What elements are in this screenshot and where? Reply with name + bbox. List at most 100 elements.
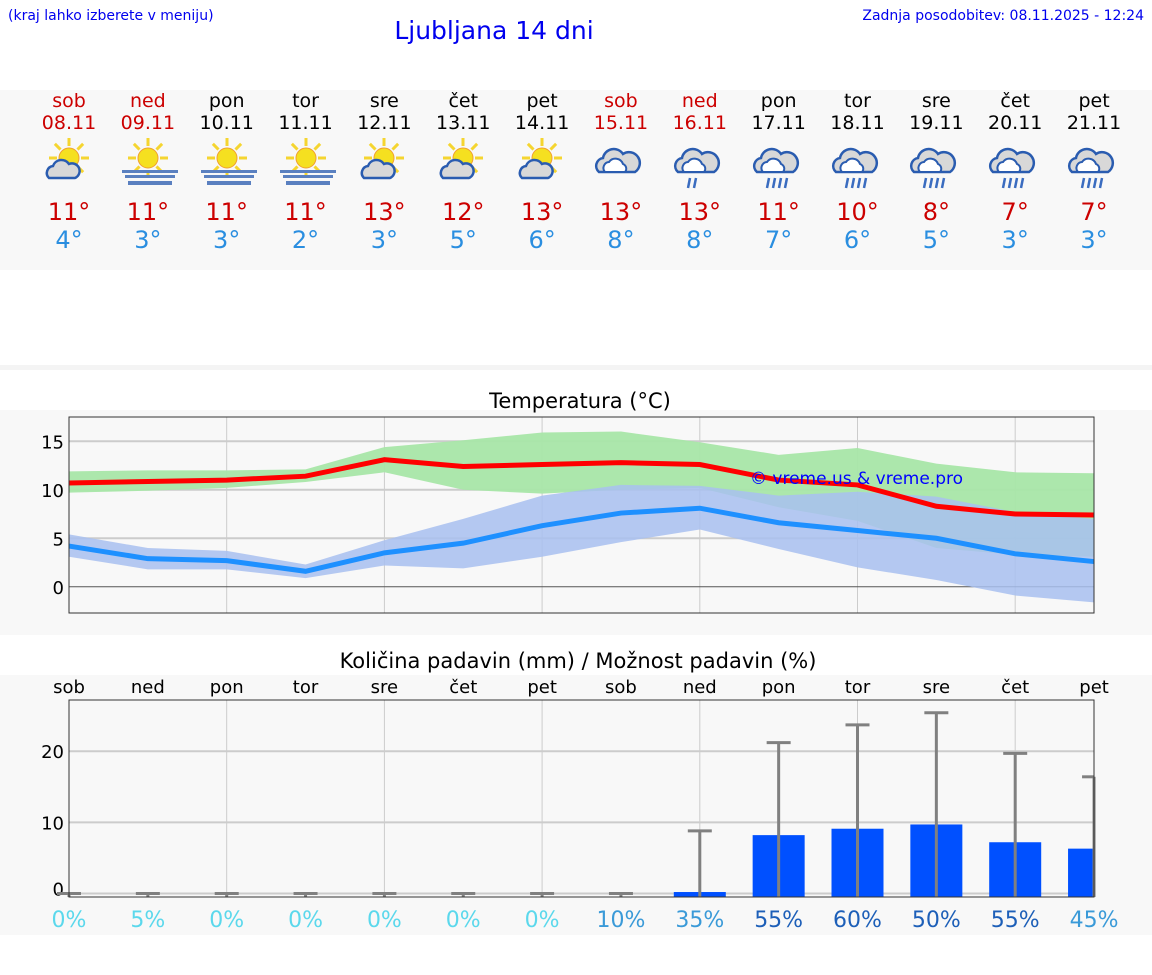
rain-icon [896,136,976,196]
partly-cloudy-icon [29,136,109,196]
chart-background [0,675,1152,935]
partly-cloudy-icon [344,136,424,196]
max-temp: 7° [1001,198,1029,226]
min-temp: 6° [528,226,556,254]
day-label: tor [845,677,871,698]
min-temp: 8° [607,226,635,254]
daily-forecast-strip: sob 08.11 11° 4° ned 09.11 11° 3° pon 10.1… [0,90,1152,270]
day-label: pon [762,677,796,698]
max-temp: 13° [678,198,722,226]
min-temp: 3° [213,226,241,254]
y-tick-label: 0 [53,578,64,599]
day-name: pet [1078,90,1110,112]
precip-bar [1068,848,1094,897]
chart-title: Količina padavin (mm) / Možnost padavin … [340,649,817,673]
day-forecast: sre 12.11 13° 3° [344,90,424,254]
day-name: sob [52,90,86,112]
min-temp: 4° [55,226,83,254]
min-temp: 5° [449,226,477,254]
day-name: ned [681,90,718,112]
max-temp: 7° [1080,198,1108,226]
day-name: tor [844,90,871,112]
day-label: ned [683,677,717,698]
rain-icon [975,136,1055,196]
watermark: © vreme.us & vreme.pro [750,469,963,489]
day-label: sob [605,677,637,698]
min-temp: 3° [134,226,162,254]
day-date: 13.11 [436,112,491,134]
day-label: ned [131,677,165,698]
max-temp: 11° [284,198,327,226]
y-tick-label: 15 [41,432,64,453]
precip-probability: 0% [288,908,323,933]
day-forecast: sob 08.11 11° 4° [29,90,109,254]
day-date: 10.11 [199,112,254,134]
day-date: 08.11 [41,112,97,134]
day-forecast: pon 10.11 11° 3° [187,90,267,254]
day-label: sob [53,677,85,698]
last-updated: Zadnja posodobitev: 08.11.2025 - 12:24 [862,8,1144,24]
day-forecast: tor 11.11 11° 2° [266,90,346,254]
day-forecast: čet 20.11 7° 3° [975,90,1055,254]
precip-probability: 0% [446,908,481,933]
plot-frame [68,699,1095,898]
day-date: 12.11 [357,112,412,134]
y-tick-label: 5 [53,529,64,550]
rain-icon [818,136,898,196]
min-temp: 6° [843,226,872,254]
rain-icon [739,136,819,196]
max-temp: 13° [363,198,406,226]
location-hint: (kraj lahko izberete v meniju) [8,8,214,24]
precip-probability: 0% [52,908,87,933]
min-temp-line [68,505,1095,574]
plot-frame [68,416,1095,614]
min-temp: 5° [922,226,950,254]
min-temp: 7° [765,226,793,254]
day-label: sre [371,677,398,698]
min-temp: 8° [686,226,714,254]
max-temp: 11° [126,198,170,226]
day-label: čet [1001,677,1029,698]
day-name: pon [208,90,245,112]
day-date: 17.11 [751,112,806,134]
max-temp: 13° [520,198,564,226]
day-label: pet [527,677,557,698]
partly-cloudy-icon [502,136,582,196]
max-temp: 11° [205,198,248,226]
day-date: 15.11 [593,112,649,134]
day-forecast: pet 21.11 7° 3° [1054,90,1134,254]
day-forecast: ned 09.11 11° 3° [108,90,188,254]
precip-probability: 45% [1070,908,1119,933]
day-date: 11.11 [278,112,333,134]
max-temp: 11° [47,198,91,226]
precip-probability: 0% [525,908,560,933]
day-name: sre [369,90,399,112]
partly-cloudy-icon [423,136,503,196]
day-name: sre [921,90,951,112]
day-forecast: sre 19.11 8° 5° [896,90,976,254]
day-forecast: pon 17.11 11° 7° [739,90,819,254]
light-rain-icon [660,136,740,196]
day-name: pon [760,90,797,112]
page-title: Ljubljana 14 dni [394,16,594,45]
sun-fog-icon [187,136,267,196]
day-date: 18.11 [830,112,885,134]
day-label: tor [293,677,319,698]
min-temp: 2° [291,226,320,254]
day-forecast: sob 15.11 13° 8° [581,90,661,254]
precipitation-chart: Količina padavin (mm) / Možnost padavin … [0,649,1152,935]
min-temp: 3° [1080,226,1108,254]
day-forecast: ned 16.11 13° 8° [660,90,740,254]
precip-probability: 35% [675,908,724,933]
day-name: sob [604,90,638,112]
precip-probability: 10% [596,908,645,933]
uncertainty-band [69,484,1095,603]
precip-probability: 0% [209,908,244,933]
day-name: pet [526,90,558,112]
day-label: pet [1079,677,1109,698]
cloudy-icon [581,136,661,196]
max-temp: 8° [922,198,950,226]
sun-fog-icon [108,136,188,196]
day-forecast: pet 14.11 13° 6° [502,90,582,254]
y-tick-label: 10 [41,481,64,502]
